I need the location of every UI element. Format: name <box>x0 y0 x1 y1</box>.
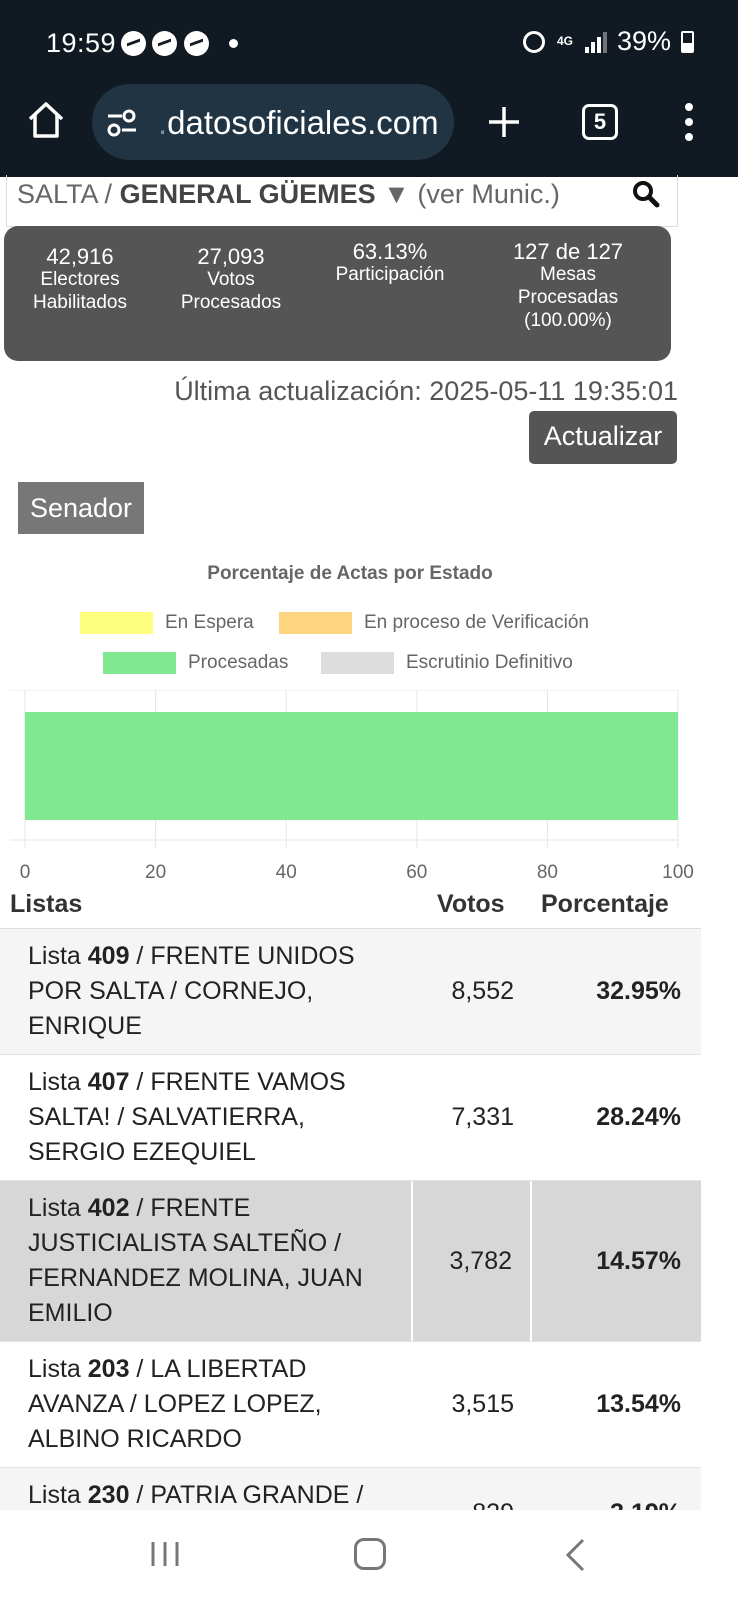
search-icon[interactable] <box>632 180 660 208</box>
table-row[interactable]: Lista 402 / FRENTE JUSTICIALISTA SALTEÑO… <box>0 1181 701 1342</box>
back-icon[interactable] <box>564 1538 586 1572</box>
browser-toolbar: .datosoficiales.com 5 <box>0 84 738 177</box>
municipalities-link[interactable]: (ver Munic.) <box>417 179 560 209</box>
header-votos: Votos <box>437 890 505 918</box>
senador-tab-button[interactable]: Senador <box>18 482 144 534</box>
percent-cell: 28.24% <box>596 1103 681 1131</box>
bar-segment-procesadas <box>25 712 678 820</box>
status-icons: 4G 39% <box>522 26 694 57</box>
last-update-text: Última actualización: 2025-05-11 19:35:0… <box>174 376 678 406</box>
stat-participacion: 63.13% Participación <box>335 239 445 285</box>
legend-en-proceso[interactable]: En proceso de Verificación <box>279 612 589 634</box>
home-icon[interactable] <box>26 100 66 140</box>
new-tab-icon[interactable] <box>486 104 522 140</box>
address-bar[interactable]: .datosoficiales.com <box>92 84 454 160</box>
home-button-icon[interactable] <box>354 1538 386 1570</box>
votes-cell: 7,331 <box>451 1103 514 1131</box>
legend-procesadas[interactable]: Procesadas <box>103 652 288 674</box>
x-tick-label: 40 <box>276 862 297 883</box>
alarm-icon <box>522 30 545 53</box>
signal-icon <box>584 31 607 53</box>
stats-panel: 42,916 Electores Habilitados 27,093 Voto… <box>4 226 671 361</box>
clock: 19:59 <box>46 28 117 58</box>
x-tick-label: 100 <box>662 862 694 883</box>
network-type-label: 4G <box>556 34 573 48</box>
x-tick-label: 20 <box>145 862 166 883</box>
location-selector[interactable]: SALTA / GENERAL GÜEMES ▼ (ver Munic.) <box>6 175 678 227</box>
status-bar: 19:59 4G 39% <box>0 0 738 84</box>
table-row[interactable]: Lista 203 / LA LIBERTAD AVANZA / LOPEZ L… <box>0 1342 701 1468</box>
legend-en-espera[interactable]: En Espera <box>80 612 254 634</box>
list-name-cell: Lista 203 / LA LIBERTAD AVANZA / LOPEZ L… <box>28 1355 322 1453</box>
list-name-cell: Lista 407 / FRENTE VAMOS SALTA! / SALVAT… <box>28 1068 346 1166</box>
percent-cell: 32.95% <box>596 977 681 1005</box>
overflow-menu-icon[interactable] <box>684 102 694 142</box>
legend-swatch <box>103 652 176 674</box>
stat-mesas: 127 de 127 Mesas Procesadas (100.00%) <box>512 239 624 331</box>
battery-icon <box>681 30 694 53</box>
tab-switcher-button[interactable]: 5 <box>582 104 618 140</box>
legend-escrutinio[interactable]: Escrutinio Definitivo <box>321 652 573 674</box>
results-table: Lista 409 / FRENTE UNIDOS POR SALTA / CO… <box>0 928 701 1559</box>
list-name-cell: Lista 409 / FRENTE UNIDOS POR SALTA / CO… <box>28 942 355 1040</box>
chart-title: Porcentaje de Actas por Estado <box>207 563 493 584</box>
more-notifications-icon <box>229 39 238 48</box>
province-label: SALTA <box>17 179 98 209</box>
x-tick-label: 60 <box>406 862 427 883</box>
legend-swatch <box>80 612 153 634</box>
dropdown-arrow-icon[interactable]: ▼ <box>375 179 418 209</box>
messenger-icon <box>152 31 177 56</box>
percent-cell: 14.57% <box>532 1181 701 1341</box>
messenger-icon <box>184 31 209 56</box>
stat-electores: 42,916 Electores Habilitados <box>33 244 127 313</box>
x-tick-label: 80 <box>537 862 558 883</box>
table-row[interactable]: Lista 409 / FRENTE UNIDOS POR SALTA / CO… <box>0 929 701 1055</box>
battery-percent: 39% <box>616 26 671 56</box>
votes-cell: 3,782 <box>413 1181 532 1341</box>
system-navigation-bar <box>0 1510 738 1600</box>
site-settings-icon[interactable] <box>106 108 138 138</box>
department-label: GENERAL GÜEMES <box>119 179 376 209</box>
header-listas: Listas <box>10 890 83 918</box>
table-row[interactable]: Lista 407 / FRENTE VAMOS SALTA! / SALVAT… <box>0 1055 701 1181</box>
recent-apps-icon[interactable] <box>150 1540 180 1568</box>
messenger-icon <box>121 31 146 56</box>
votes-cell: 8,552 <box>451 977 514 1005</box>
update-button[interactable]: Actualizar <box>529 411 677 464</box>
legend-swatch <box>321 652 394 674</box>
votes-cell: 3,515 <box>451 1390 514 1418</box>
list-name-cell: Lista 402 / FRENTE JUSTICIALISTA SALTEÑO… <box>0 1181 413 1341</box>
actas-status-chart: 0 20 40 60 80 100 <box>10 690 694 883</box>
legend-swatch <box>279 612 352 634</box>
stat-votos: 27,093 Votos Procesados <box>180 244 282 313</box>
percent-cell: 13.54% <box>596 1390 681 1418</box>
url-text[interactable]: .datosoficiales.com <box>158 104 439 141</box>
header-porcentaje: Porcentaje <box>541 890 669 918</box>
x-tick-label: 0 <box>20 862 31 883</box>
